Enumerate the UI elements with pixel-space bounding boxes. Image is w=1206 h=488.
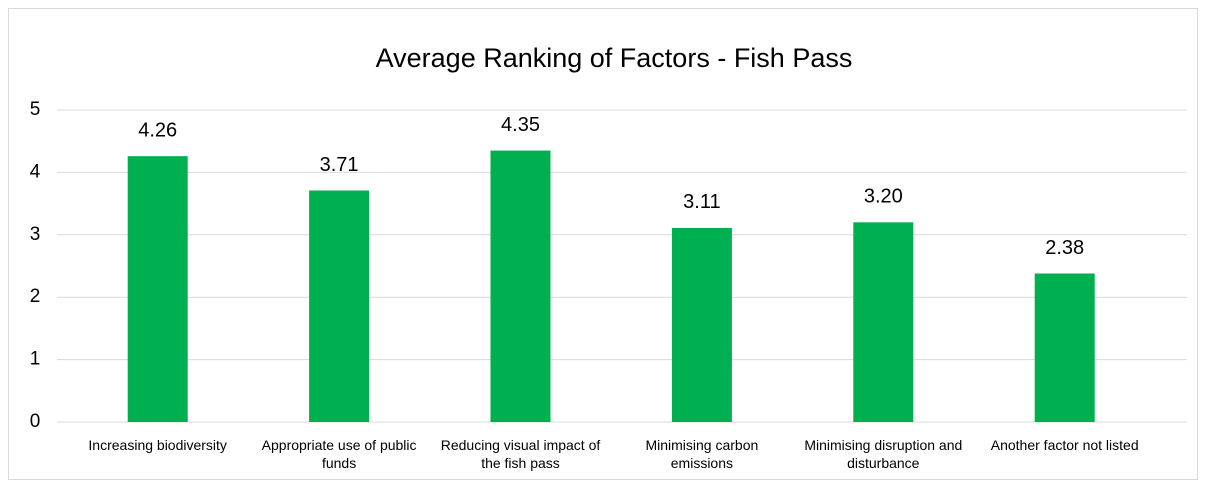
bar [490,150,551,422]
bar [671,227,732,422]
y-tick-label: 1 [30,349,41,370]
y-tick-label: 2 [30,286,41,307]
bar [309,190,370,422]
data-label: 2.38 [1045,237,1084,259]
x-tick-label: Appropriate use of public funds [261,437,417,471]
x-tick-label: Minimising disruption and disturbance [804,437,963,471]
chart-frame [8,8,1198,480]
x-tick-label: Another factor not listed [990,437,1139,453]
data-label: 3.71 [320,154,359,176]
chart-title: Average Ranking of Factors - Fish Pass [376,43,853,73]
bar [127,156,188,422]
data-label: 3.20 [864,186,903,208]
data-label: 4.35 [501,114,540,136]
data-label: 3.11 [683,191,720,213]
x-tick-label: Reducing visual impact of the fish pass [440,437,601,471]
y-tick-label: 5 [30,99,41,120]
y-tick-label: 4 [30,161,41,182]
bar [1034,273,1095,422]
data-label: 4.26 [138,119,177,141]
bar [853,222,914,422]
y-tick-label: 0 [30,411,41,432]
x-tick-label: Increasing biodiversity [88,437,227,453]
y-tick-label: 3 [30,224,41,245]
x-tick-label: Minimising carbon emissions [645,437,759,471]
